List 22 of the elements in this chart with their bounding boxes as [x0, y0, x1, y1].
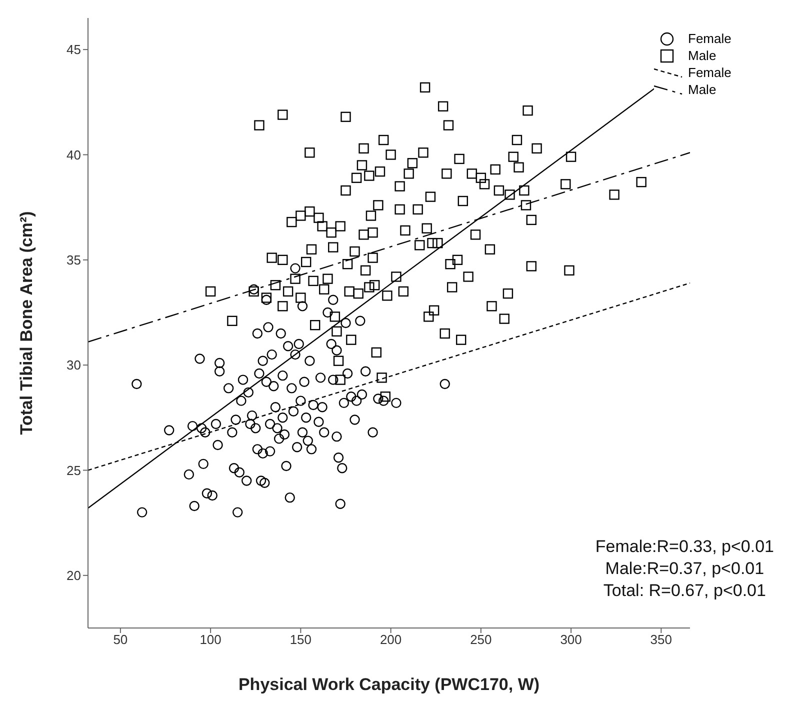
- annotation: Total: R=0.67, p<0.01: [602, 580, 767, 602]
- legend-label: Female: [688, 65, 732, 80]
- annotation: Female:R=0.33, p<0.01: [595, 536, 774, 558]
- y-axis-title: Total Tibial Bone Area (cm²): [17, 211, 36, 435]
- x-tick-label: 150: [290, 632, 312, 648]
- x-tick-label: 50: [113, 632, 128, 648]
- y-tick-label: 35: [66, 252, 81, 268]
- y-tick-label: 25: [66, 462, 81, 478]
- y-tick-label: 30: [66, 358, 81, 373]
- x-tick-label: 200: [380, 632, 402, 648]
- legend-label: Female: [688, 31, 732, 46]
- y-tick-label: 40: [66, 147, 81, 162]
- x-tick-label: 300: [560, 632, 582, 648]
- y-tick-label: 20: [66, 568, 81, 584]
- y-tick-label: 45: [66, 42, 81, 58]
- x-axis-title: Physical Work Capacity (PWC170, W): [238, 675, 540, 694]
- x-tick-label: 350: [650, 632, 672, 648]
- annotation: Male:R=0.37, p<0.01: [604, 558, 766, 580]
- x-tick-label: 250: [470, 632, 492, 648]
- legend-label: Male: [688, 48, 716, 63]
- legend-label: Male: [688, 82, 716, 97]
- x-tick-label: 100: [200, 632, 222, 648]
